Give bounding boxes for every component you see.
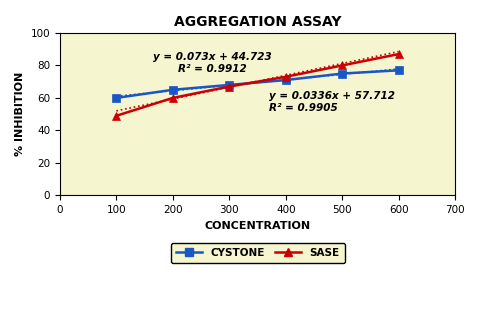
CYSTONE (170, 88, 176, 92)
Title: AGGREGATION ASSAY: AGGREGATION ASSAY (174, 15, 341, 29)
SASE (227, 85, 232, 88)
SASE (113, 114, 119, 118)
CYSTONE (339, 72, 345, 76)
SASE (283, 75, 288, 79)
SASE (396, 52, 402, 56)
Text: y = 0.0336x + 57.712
R² = 0.9905: y = 0.0336x + 57.712 R² = 0.9905 (269, 92, 395, 113)
CYSTONE (113, 96, 119, 100)
SASE (339, 63, 345, 67)
Legend: CYSTONE, SASE: CYSTONE, SASE (170, 243, 345, 263)
CYSTONE (283, 78, 288, 82)
CYSTONE (396, 68, 402, 72)
X-axis label: CONCENTRATION: CONCENTRATION (204, 221, 311, 231)
Y-axis label: % INHIBITION: % INHIBITION (15, 72, 25, 156)
CYSTONE (227, 83, 232, 87)
Line: CYSTONE: CYSTONE (112, 66, 403, 102)
Line: SASE: SASE (112, 50, 403, 120)
SASE (170, 96, 176, 100)
Text: y = 0.073x + 44.723
R² = 0.9912: y = 0.073x + 44.723 R² = 0.9912 (153, 52, 272, 74)
